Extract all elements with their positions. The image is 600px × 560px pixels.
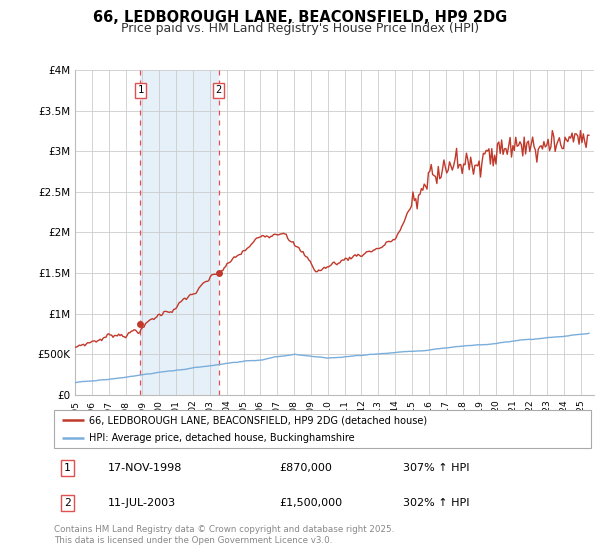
Text: 66, LEDBOROUGH LANE, BEACONSFIELD, HP9 2DG: 66, LEDBOROUGH LANE, BEACONSFIELD, HP9 2… — [93, 10, 507, 25]
Text: 11-JUL-2003: 11-JUL-2003 — [108, 498, 176, 508]
Text: 302% ↑ HPI: 302% ↑ HPI — [403, 498, 470, 508]
Text: 66, LEDBOROUGH LANE, BEACONSFIELD, HP9 2DG (detached house): 66, LEDBOROUGH LANE, BEACONSFIELD, HP9 2… — [89, 415, 427, 425]
Text: 2: 2 — [215, 85, 222, 95]
Text: 17-NOV-1998: 17-NOV-1998 — [108, 463, 182, 473]
Text: 2: 2 — [64, 498, 71, 508]
Text: 1: 1 — [137, 85, 143, 95]
Text: Contains HM Land Registry data © Crown copyright and database right 2025.
This d: Contains HM Land Registry data © Crown c… — [54, 525, 394, 545]
Text: 1: 1 — [64, 463, 71, 473]
FancyBboxPatch shape — [54, 410, 591, 448]
Text: 307% ↑ HPI: 307% ↑ HPI — [403, 463, 470, 473]
Text: HPI: Average price, detached house, Buckinghamshire: HPI: Average price, detached house, Buck… — [89, 433, 355, 444]
Text: £870,000: £870,000 — [280, 463, 332, 473]
Text: Price paid vs. HM Land Registry's House Price Index (HPI): Price paid vs. HM Land Registry's House … — [121, 22, 479, 35]
Bar — [140, 70, 219, 395]
Text: £1,500,000: £1,500,000 — [280, 498, 343, 508]
